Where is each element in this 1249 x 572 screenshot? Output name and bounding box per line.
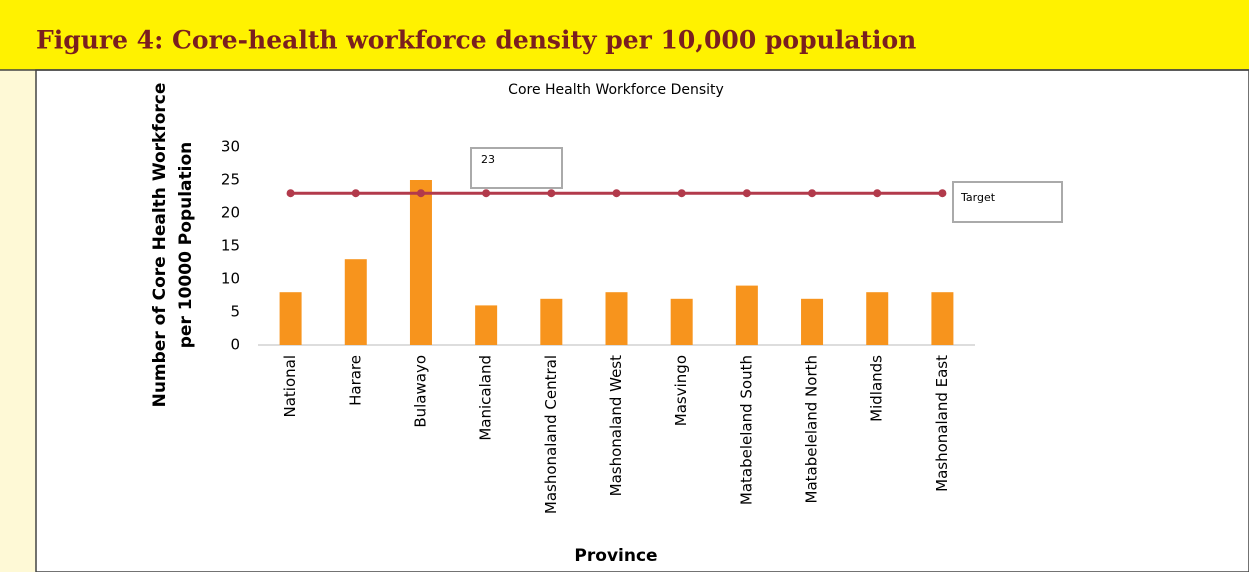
x-tick-label: Mashonaland East xyxy=(933,355,951,492)
annotation-label: 23 xyxy=(481,153,495,166)
x-axis-label: Province xyxy=(574,546,657,566)
target-marker xyxy=(938,189,947,198)
bar xyxy=(475,305,498,345)
y-tick-label: 10 xyxy=(221,270,240,288)
annotation-box xyxy=(470,147,563,189)
bar xyxy=(605,292,628,345)
figure-title: Figure 4: Core-health workforce density … xyxy=(36,26,916,55)
y-tick-label: 0 xyxy=(230,336,240,354)
chart-panel xyxy=(35,69,1249,572)
x-tick-label: Mashonaland West xyxy=(607,355,625,496)
bar xyxy=(801,298,824,345)
bar xyxy=(866,292,889,345)
x-tick-label: Matabeleland South xyxy=(737,355,755,505)
annotation-box xyxy=(952,181,1063,223)
bar xyxy=(670,298,693,345)
target-marker xyxy=(482,189,491,198)
target-marker xyxy=(286,189,295,198)
bar xyxy=(735,285,758,345)
y-tick-label: 15 xyxy=(221,237,240,255)
y-tick-label: 25 xyxy=(221,171,240,189)
y-tick-label: 5 xyxy=(230,303,240,321)
bar xyxy=(409,180,432,345)
y-axis-label: Number of Core Health Workforce xyxy=(150,83,170,408)
bar xyxy=(344,259,367,345)
target-marker xyxy=(416,189,425,198)
bar xyxy=(931,292,954,345)
target-marker xyxy=(808,189,817,198)
x-tick-label: Matabeleland North xyxy=(803,355,821,503)
y-axis-label: per 10000 Population xyxy=(176,142,196,349)
target-marker xyxy=(677,189,686,198)
x-tick-label: Manicaland xyxy=(477,355,495,441)
x-tick-label: Midlands xyxy=(868,355,886,422)
target-marker xyxy=(351,189,360,198)
x-tick-label: Mashonaland Central xyxy=(542,355,560,514)
x-tick-label: National xyxy=(281,355,299,418)
series-label: Target xyxy=(960,191,996,204)
target-marker xyxy=(742,189,751,198)
bar xyxy=(279,292,302,345)
chart-title: Core Health Workforce Density xyxy=(508,82,724,98)
x-tick-label: Harare xyxy=(346,355,364,406)
header-bar xyxy=(0,0,1249,70)
x-tick-label: Masvingo xyxy=(672,355,690,426)
target-marker xyxy=(547,189,556,198)
x-tick-label: Bulawayo xyxy=(411,355,429,428)
target-marker xyxy=(873,189,882,198)
y-tick-label: 30 xyxy=(221,138,240,156)
y-tick-label: 20 xyxy=(221,204,240,222)
bar xyxy=(540,298,563,345)
target-marker xyxy=(612,189,621,198)
